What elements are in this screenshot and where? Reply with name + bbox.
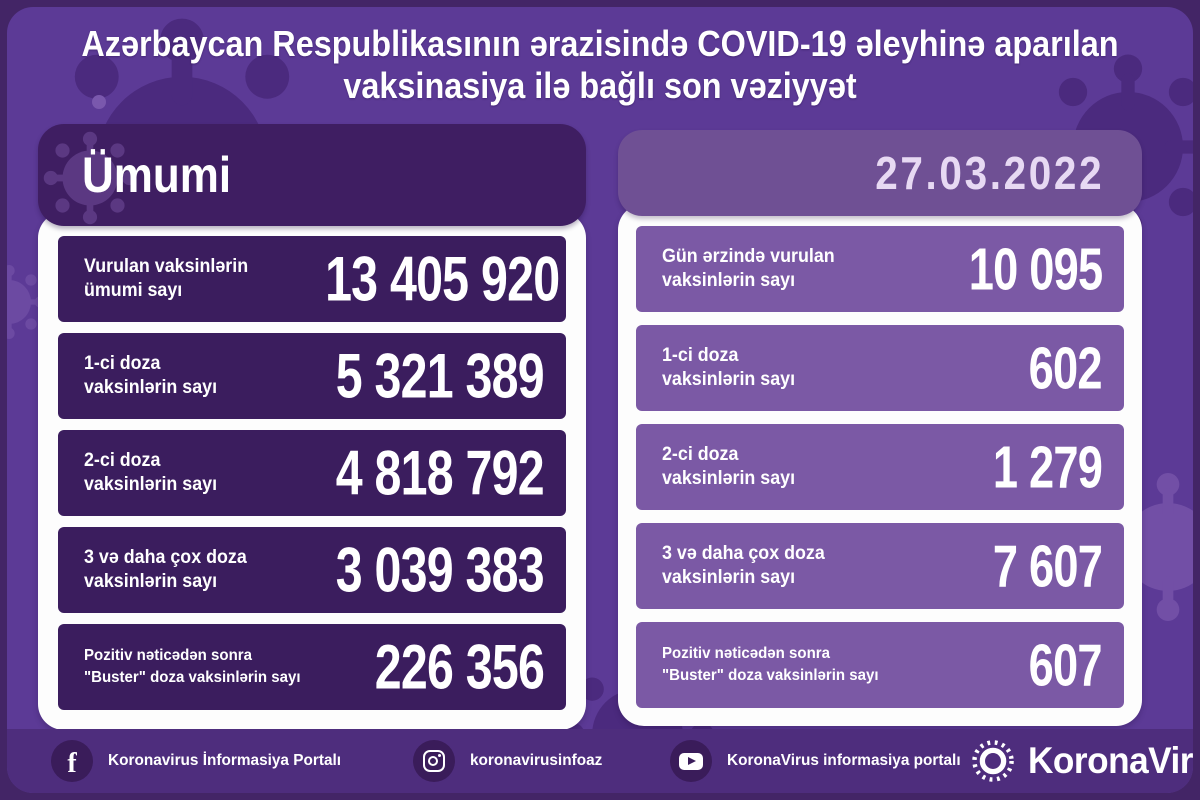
youtube-link[interactable]: KoronaVirus informasiya portalı <box>669 740 970 782</box>
date-label: 27.03.2022 <box>874 147 1104 199</box>
stat-label: 1-ci doza vaksinlərin sayı <box>662 344 795 393</box>
facebook-glyph: f <box>67 748 77 779</box>
stat-value: 3 039 383 <box>335 534 545 606</box>
brand-name: KoronaVirus <box>1027 740 1193 781</box>
instagram-glyph <box>422 750 445 772</box>
stat-label-line2: vaksinlərin sayı <box>662 567 796 588</box>
stat-value: 13 405 920 <box>324 243 560 315</box>
table-row: 1-ci doza vaksinlərin sayı 602 <box>636 325 1124 411</box>
stat-label-line2: vaksinlərin sayı <box>662 369 796 390</box>
date-header: 27.03.2022 <box>618 130 1142 216</box>
daily-panel: Gün ərzində vurulan vaksinlərin sayı 10 … <box>618 204 1142 726</box>
instagram-link[interactable]: koronavirusinfoaz <box>412 740 608 782</box>
koronavirus-brand: KoronaVirus info <box>970 738 1193 784</box>
stat-value: 5 321 389 <box>335 340 545 412</box>
stat-label-line1: 1-ci doza <box>84 352 161 374</box>
table-row: Gün ərzində vurulan vaksinlərin sayı 10 … <box>636 226 1124 312</box>
stat-label-line1: Gün ərzində vurulan <box>662 245 835 267</box>
table-row: 1-ci doza vaksinlərin sayı 5 321 389 <box>58 333 566 419</box>
stat-label-line2: vaksinlərin sayı <box>662 270 796 291</box>
totals-column: Ümumi Vurulan vaksinlərin ümumi sayı 13 … <box>38 124 586 730</box>
virus-icon <box>972 740 1014 782</box>
stat-label: 2-ci doza vaksinlərin sayı <box>84 449 217 498</box>
stat-label-line1: 2-ci doza <box>662 443 739 465</box>
stat-label-line1: Pozitiv nəticədən sonra <box>84 647 252 665</box>
stat-label-line1: 3 və daha çox doza <box>84 546 247 568</box>
stat-label-line1: 3 və daha çox doza <box>662 542 825 564</box>
stat-label-line2: vaksinlərin sayı <box>84 474 218 495</box>
instagram-label: koronavirusinfoaz <box>469 752 603 769</box>
page-title-line1: Azərbaycan Respublikasının ərazisində CO… <box>81 23 1119 64</box>
stat-label-line1: 1-ci doza <box>662 344 739 366</box>
stat-label: 1-ci doza vaksinlərin sayı <box>84 352 217 401</box>
stat-label-line2: vaksinlərin sayı <box>662 468 796 489</box>
youtube-label: KoronaVirus informasiya portalı <box>726 752 961 769</box>
daily-column: 27.03.2022 Gün ərzində vurulan vaksinlər… <box>618 130 1142 726</box>
stat-value: 1 279 <box>992 433 1103 501</box>
table-row: 2-ci doza vaksinlərin sayı 1 279 <box>636 424 1124 510</box>
stat-label: Gün ərzində vurulan vaksinlərin sayı <box>662 245 835 294</box>
stat-label-line1: Vurulan vaksinlərin <box>84 255 249 277</box>
stat-label: 3 və daha çox doza vaksinlərin sayı <box>662 542 825 591</box>
stat-label: Vurulan vaksinlərin ümumi sayı <box>84 255 248 304</box>
totals-header-label: Ümumi <box>82 147 232 203</box>
stat-label-line1: Pozitiv nəticədən sonra <box>662 645 830 663</box>
youtube-glyph <box>678 752 703 770</box>
stat-value: 607 <box>1028 631 1103 699</box>
facebook-label: Koronavirus İnformasiya Portalı <box>108 752 342 769</box>
stat-value: 226 356 <box>374 631 545 703</box>
instagram-icon <box>412 740 455 782</box>
table-row: 2-ci doza vaksinlərin sayı 4 818 792 <box>58 430 566 516</box>
facebook-icon: f <box>51 740 93 782</box>
youtube-icon <box>669 740 712 782</box>
table-row: 3 və daha çox doza vaksinlərin sayı 3 03… <box>58 527 566 613</box>
infographic-background: Azərbaycan Respublikasının ərazisində CO… <box>7 7 1193 793</box>
facebook-link[interactable]: f Koronavirus İnformasiya Portalı <box>51 740 351 782</box>
page-title: Azərbaycan Respublikasının ərazisində CO… <box>66 23 1133 107</box>
table-row: Pozitiv nəticədən sonra "Buster" doza va… <box>58 624 566 710</box>
stat-label: Pozitiv nəticədən sonra "Buster" doza va… <box>662 643 879 686</box>
stat-label: Pozitiv nəticədən sonra "Buster" doza va… <box>84 645 301 688</box>
stat-label-line2: vaksinlərin sayı <box>84 377 218 398</box>
footer-bar: f Koronavirus İnformasiya Portalı korona… <box>7 729 1193 793</box>
totals-header: Ümumi <box>38 124 586 226</box>
stat-label: 2-ci doza vaksinlərin sayı <box>662 443 795 492</box>
stat-label-line2: "Buster" doza vaksinlərin sayı <box>662 667 879 684</box>
virus-decoration-dot <box>92 95 106 109</box>
stat-label-line2: ümumi sayı <box>84 280 183 301</box>
stat-value: 4 818 792 <box>335 437 545 509</box>
page-title-line2: vaksinasiya ilə bağlı son vəziyyət <box>343 64 857 106</box>
totals-panel: Vurulan vaksinlərin ümumi sayı 13 405 92… <box>38 212 586 730</box>
table-row: Vurulan vaksinlərin ümumi sayı 13 405 92… <box>58 236 566 322</box>
table-row: 3 və daha çox doza vaksinlərin sayı 7 60… <box>636 523 1124 609</box>
stat-label-line1: 2-ci doza <box>84 449 161 471</box>
stat-label-line2: "Buster" doza vaksinlərin sayı <box>84 669 301 686</box>
stat-label: 3 və daha çox doza vaksinlərin sayı <box>84 546 247 595</box>
stat-value: 7 607 <box>992 532 1103 600</box>
stat-value: 602 <box>1028 334 1103 402</box>
table-row: Pozitiv nəticədən sonra "Buster" doza va… <box>636 622 1124 708</box>
stat-value: 10 095 <box>968 235 1102 303</box>
stat-label-line2: vaksinlərin sayı <box>84 571 218 592</box>
